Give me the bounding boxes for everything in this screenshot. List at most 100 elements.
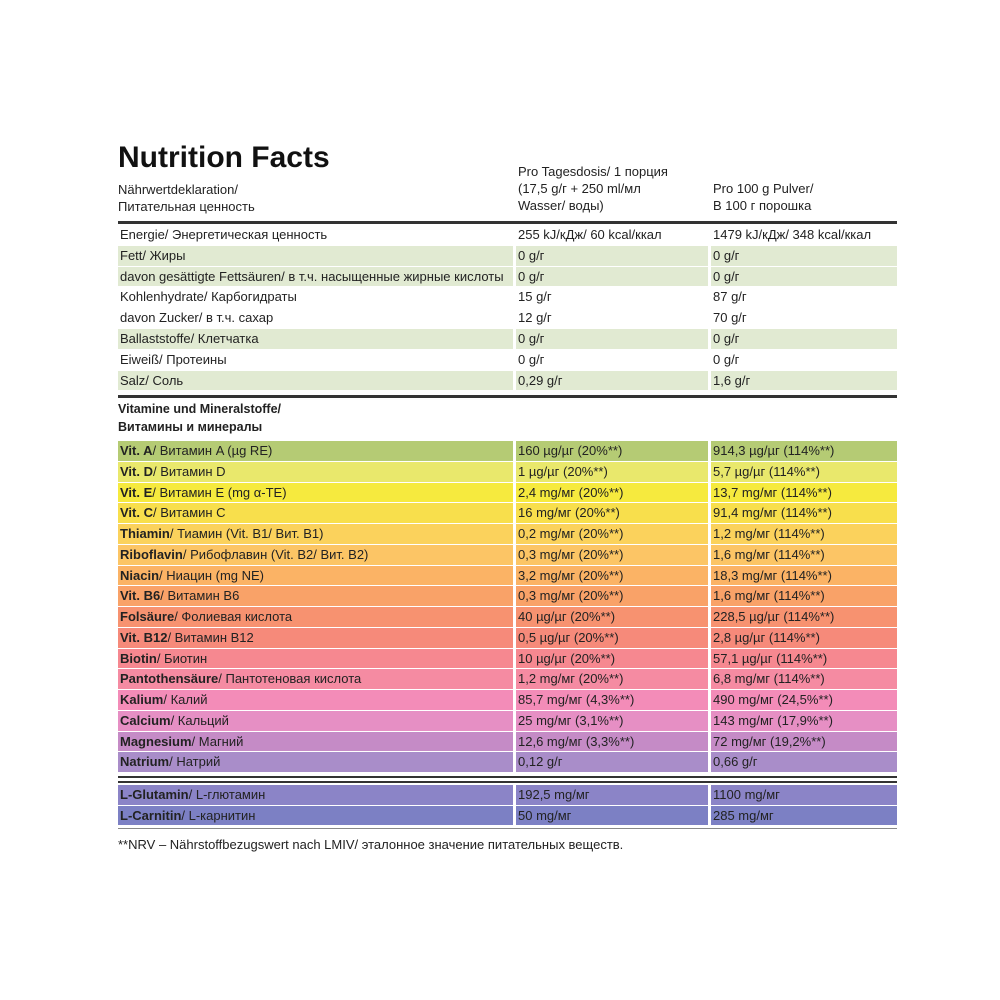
cell-bg (516, 349, 708, 370)
cell-bg (516, 287, 708, 308)
cell-bg (516, 752, 708, 772)
cell-bg (516, 225, 708, 245)
per-100g: 70 g/г (713, 310, 747, 326)
row-label: Biotin/ Биотин (120, 649, 207, 669)
rule (118, 221, 897, 224)
cell-bg (118, 627, 513, 648)
row-label: Vit. B6/ Витамин B6 (120, 586, 239, 606)
cell-bg (118, 731, 513, 752)
row-label-text: / Витамин C (153, 505, 226, 521)
per-serving: 160 µg/µг (20%**) (518, 443, 623, 458)
row-label-bold: Calcium (120, 712, 171, 728)
per-serving: 0,5 µg/µг (20%**) (518, 629, 619, 645)
row-label-text: / Магний (191, 733, 244, 749)
cell-bg (516, 607, 708, 627)
cell-bg (711, 627, 897, 648)
row-label-text: / Витамин B12 (167, 629, 254, 645)
cell-bg (516, 690, 708, 710)
cell-bg (711, 586, 897, 606)
per-serving: 85,7 mg/мг (4,3%**) (518, 692, 635, 707)
row-label-text: / Тиамин (Vit. B1/ Вит. B1) (169, 526, 324, 541)
row-label-text: Energie/ Энергетическая ценность (120, 227, 328, 242)
per-serving: 3,2 mg/мг (20%**) (518, 567, 624, 583)
per-serving: 0 g/г (518, 247, 545, 263)
row-label-text: / Фолиевая кислота (174, 609, 293, 624)
per-100g: 57,1 µg/µг (114%**) (713, 650, 828, 666)
cell-bg (516, 565, 708, 586)
cell-bg (711, 731, 897, 752)
cell-bg (118, 586, 513, 606)
row-label-bold: Natrium (120, 754, 170, 770)
cell-bg (711, 370, 897, 391)
cell-bg (118, 349, 513, 370)
row-label: Pantothensäure/ Пантотеновая кислота (120, 669, 361, 689)
cell-bg (516, 648, 708, 669)
row-label-bold: Vit. E (120, 484, 153, 500)
row-label: Salz/ Соль (120, 371, 183, 391)
row-label: Kalium/ Калий (120, 690, 207, 710)
row-label-bold: L-Glutamin (120, 787, 189, 802)
per-100g: 0 g/г (713, 247, 740, 263)
cell-bg (516, 785, 708, 805)
cell-bg (516, 308, 708, 328)
row-label-text: / Витамин E (mg α-TE) (152, 484, 287, 500)
per-100g: 0,66 g/г (713, 754, 758, 770)
col-header: Pro Tagesdosis/ 1 порция (518, 164, 668, 179)
per-100g: 6,8 mg/мг (114%**) (713, 671, 825, 687)
cell-bg (516, 669, 708, 689)
per-serving: 0,12 g/г (518, 754, 563, 770)
cell-bg (516, 627, 708, 648)
cell-bg (118, 225, 513, 245)
row-label: Natrium/ Натрий (120, 752, 220, 772)
cell-bg (118, 690, 513, 710)
row-label: Thiamin/ Тиамин (Vit. B1/ Вит. B1) (120, 524, 323, 544)
cell-bg (118, 461, 513, 482)
per-serving: 1,2 mg/мг (20%**) (518, 671, 624, 687)
cell-bg (118, 785, 513, 805)
cell-bg (516, 586, 708, 606)
header-label: Питательная ценность (118, 199, 255, 214)
per-100g: 1100 mg/мг (713, 787, 780, 802)
per-serving: 192,5 mg/мг (518, 787, 590, 802)
per-100g: 1,6 g/г (713, 372, 751, 388)
per-100g: 1479 kJ/кДж/ 348 kcal/ккал (713, 227, 872, 242)
row-label: Vit. B12/ Витамин B12 (120, 628, 254, 648)
per-100g: 0 g/г (713, 268, 740, 284)
row-label: Energie/ Энергетическая ценность (120, 225, 327, 245)
per-serving: 1 µg/µг (20%**) (518, 463, 608, 479)
rule (118, 828, 897, 829)
row-label-text: / Кальций (170, 712, 229, 728)
cell-bg (711, 544, 897, 565)
row-label-text: davon gesättigte Fettsäuren/ в т.ч. насы… (120, 268, 504, 284)
row-label-text: / Витамин A (µg RE) (152, 443, 273, 458)
row-label-text: / Витамин B6 (160, 588, 240, 604)
col-header: В 100 г порошка (713, 198, 812, 213)
rule (118, 395, 897, 398)
cell-bg (711, 349, 897, 370)
row-label-bold: L-Carnitin (120, 807, 182, 823)
row-label-text: / Пантотеновая кислота (218, 671, 362, 687)
row-label-bold: Riboflavin (120, 546, 183, 562)
per-serving: 12 g/г (518, 310, 552, 326)
per-serving: 15 g/г (518, 289, 552, 305)
cell-bg (516, 266, 708, 287)
per-serving: 12,6 mg/мг (3,3%**) (518, 733, 635, 749)
row-label-bold: Thiamin (120, 526, 170, 541)
per-100g: 18,3 mg/мг (114%**) (713, 567, 832, 583)
row-label: Vit. A/ Витамин A (µg RE) (120, 441, 272, 461)
cell-bg (711, 648, 897, 669)
row-label-text: / Витамин D (153, 463, 226, 479)
per-serving: 0,3 mg/мг (20%**) (518, 546, 624, 562)
cell-bg (118, 669, 513, 689)
cell-bg (118, 752, 513, 772)
per-100g: 1,2 mg/мг (114%**) (713, 526, 825, 541)
cell-bg (118, 805, 513, 826)
cell-bg (118, 607, 513, 627)
cell-bg (516, 441, 708, 461)
cell-bg (711, 524, 897, 544)
row-label-text: / Биотин (156, 650, 208, 666)
row-label-text: Ballaststoffe/ Клетчатка (120, 331, 259, 346)
per-serving: 255 kJ/кДж/ 60 kcal/ккал (518, 227, 662, 242)
per-100g: 914,3 µg/µг (114%**) (713, 443, 835, 458)
row-label-text: Fett/ Жиры (120, 247, 186, 263)
